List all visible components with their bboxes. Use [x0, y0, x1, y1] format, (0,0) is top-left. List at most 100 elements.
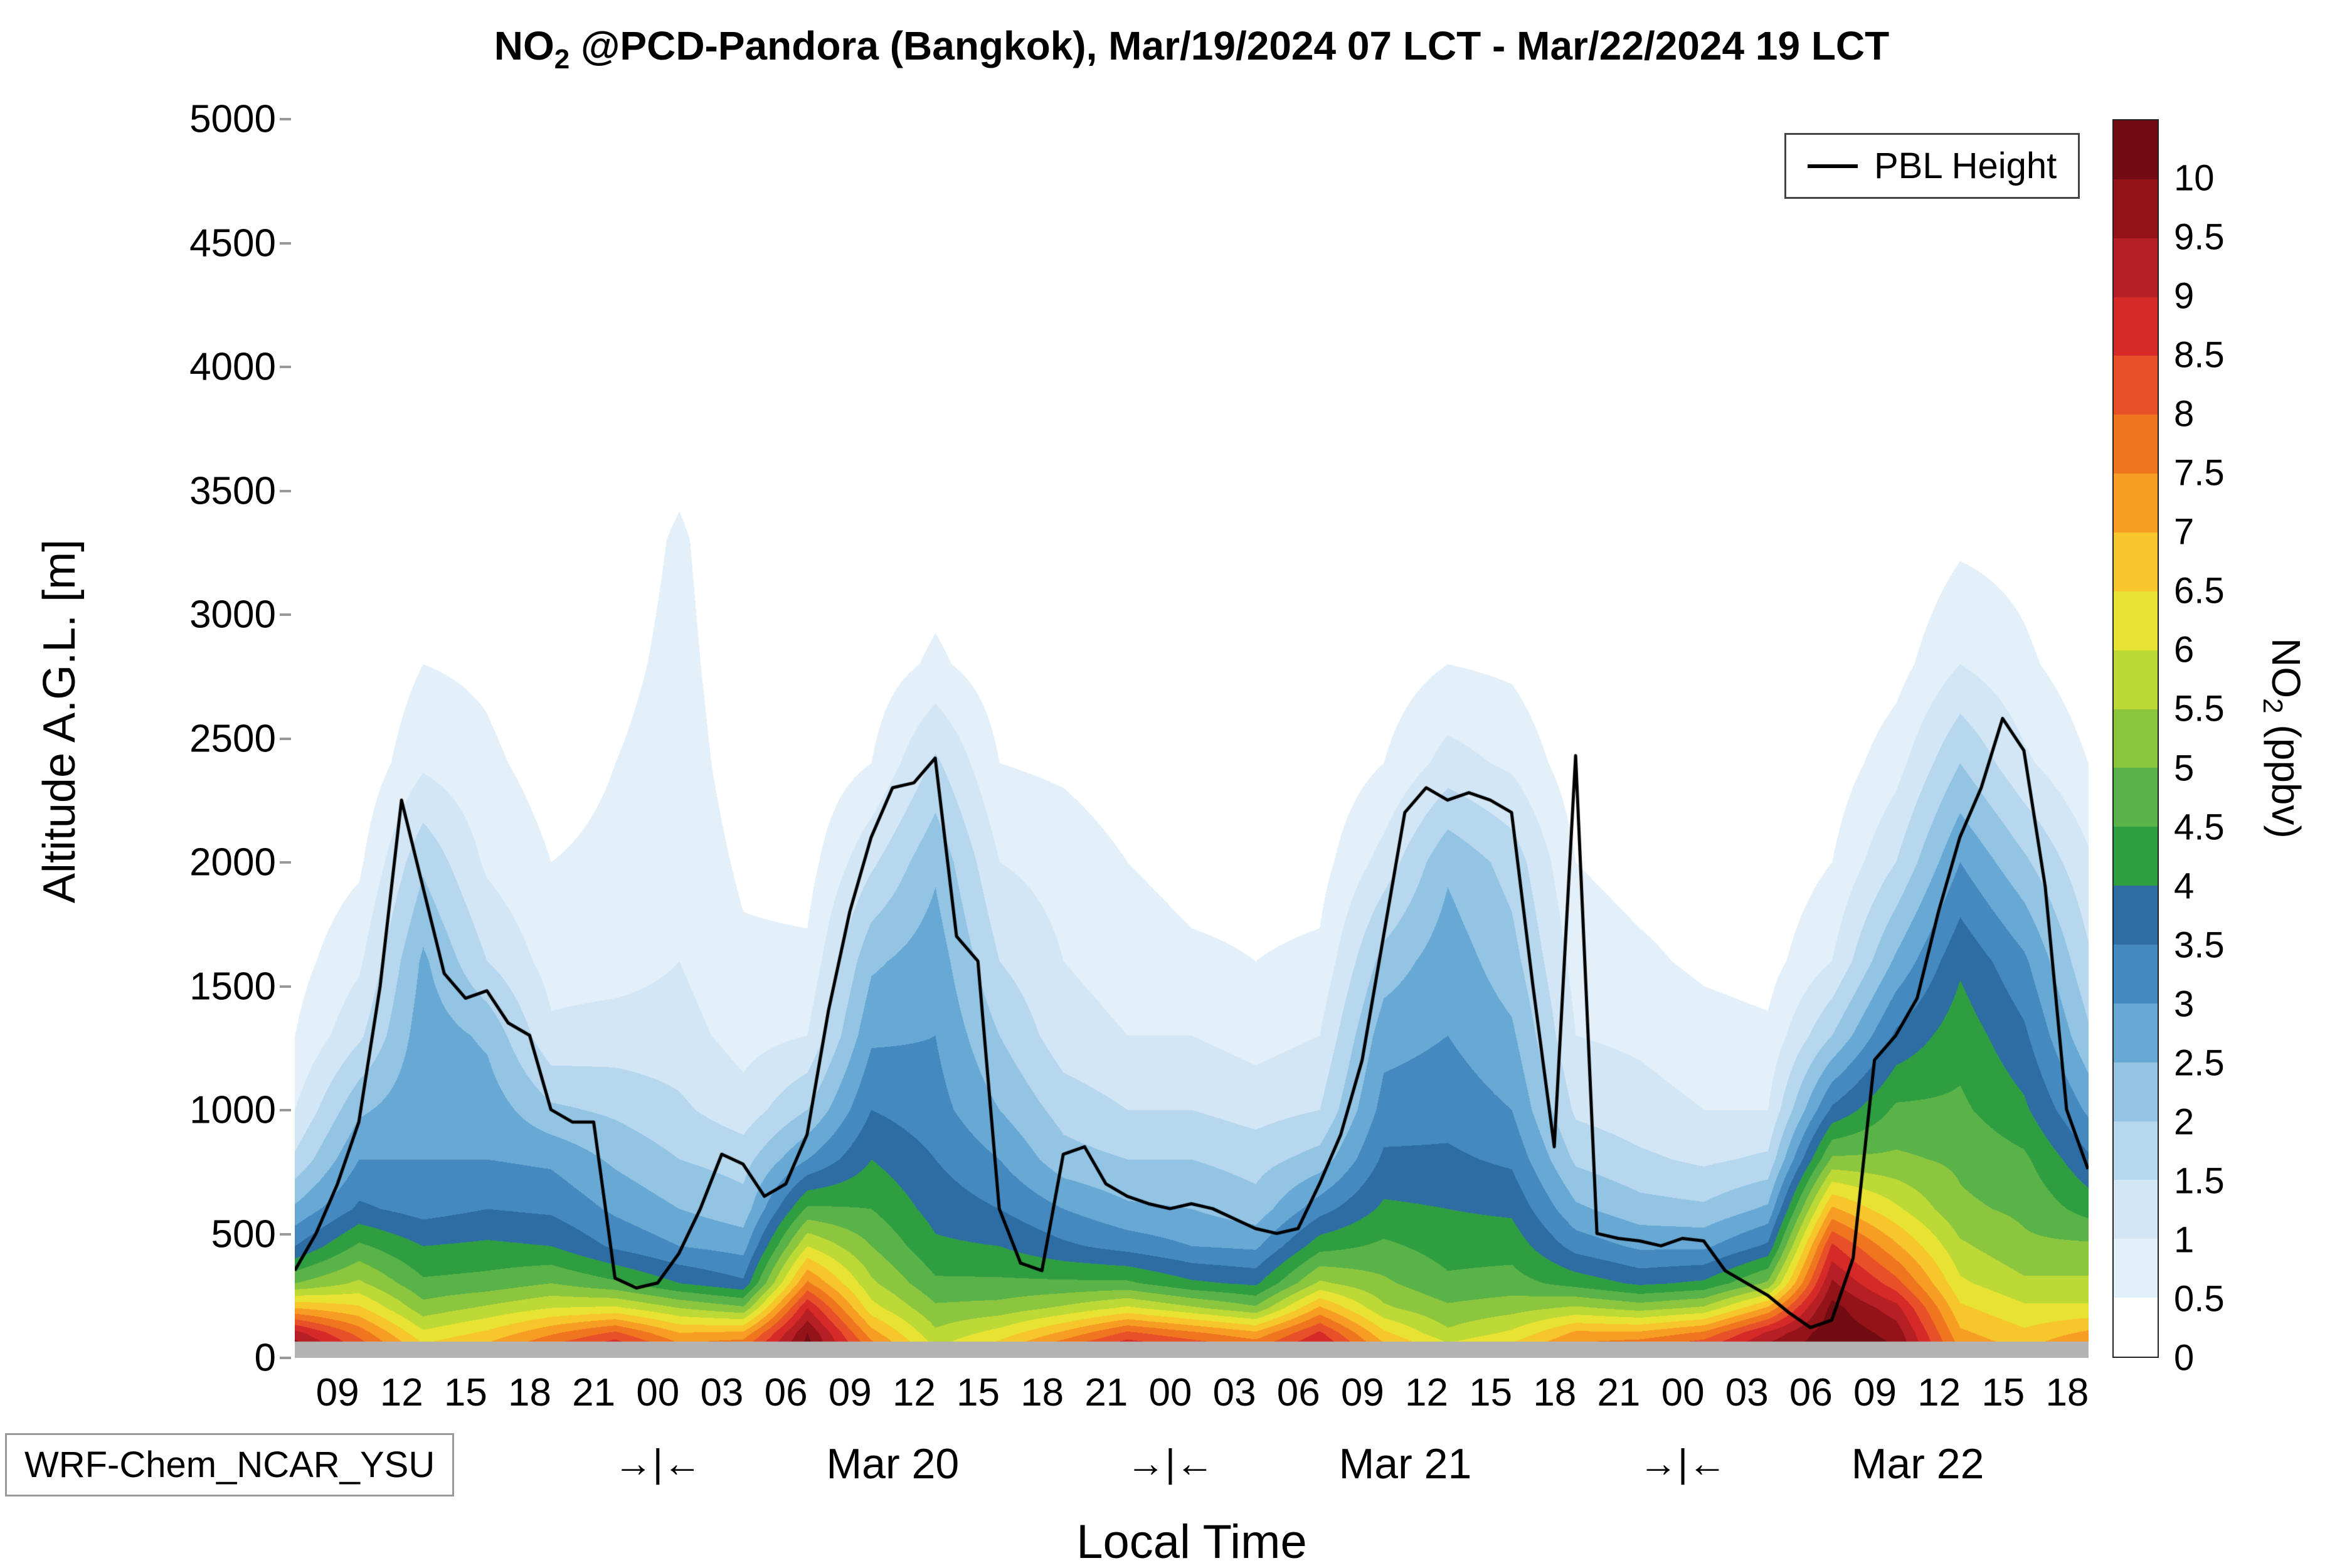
pbl-legend: PBL Height	[1784, 133, 2080, 199]
colorbar-segment	[2114, 768, 2158, 827]
y-tick-label: 3500	[189, 469, 276, 512]
colorbar-segment	[2114, 1239, 2158, 1298]
colorbar-segment	[2114, 827, 2158, 886]
chart-title: NO2 @PCD-Pandora (Bangkok), Mar/19/2024 …	[295, 23, 2089, 75]
colorbar-segment	[2114, 1180, 2158, 1239]
no2-contour-canvas	[295, 119, 2089, 1358]
y-tick-mark	[280, 861, 291, 864]
colorbar-tick-label: 9	[2174, 275, 2195, 317]
x-tick-label: 21	[572, 1371, 616, 1414]
colorbar-segment	[2114, 709, 2158, 768]
colorbar-segment	[2114, 474, 2158, 533]
y-tick-mark	[280, 1357, 291, 1359]
colorbar-tick-label: 2	[2174, 1101, 2195, 1143]
colorbar-label-subscript: 2	[2257, 698, 2289, 714]
x-tick-label: 12	[379, 1371, 423, 1414]
x-tick-label: 09	[1853, 1371, 1897, 1414]
x-tick-label: 15	[1469, 1371, 1513, 1414]
title-rest: @PCD-Pandora (Bangkok), Mar/19/2024 07 L…	[569, 23, 1890, 68]
colorbar-tick-label: 8.5	[2174, 334, 2225, 376]
x-tick-label: 00	[636, 1371, 680, 1414]
model-label-box: WRF-Chem_NCAR_YSU	[5, 1433, 455, 1496]
day-label: Mar 20	[826, 1440, 960, 1488]
x-tick-label: 15	[1981, 1371, 2025, 1414]
x-tick-label: 15	[956, 1371, 1000, 1414]
colorbar-tick-label: 1	[2174, 1219, 2195, 1261]
colorbar-segment	[2114, 1062, 2158, 1121]
colorbar-segment	[2114, 945, 2158, 1004]
y-tick-mark	[280, 366, 291, 368]
colorbar-label-prefix: NO	[2263, 638, 2309, 699]
y-tick-label: 500	[211, 1212, 276, 1256]
y-tick-mark	[280, 241, 291, 245]
x-axis-label: Local Time	[1076, 1515, 1307, 1568]
colorbar-segment	[2114, 1003, 2158, 1062]
colorbar-tick-label: 1.5	[2174, 1160, 2225, 1202]
x-tick-label: 09	[315, 1371, 359, 1414]
x-tick-label: 18	[508, 1371, 551, 1414]
colorbar-tick-label: 8	[2174, 393, 2195, 435]
y-tick-label: 1500	[189, 965, 276, 1008]
y-tick-label: 3000	[189, 593, 276, 637]
y-tick-mark	[280, 489, 291, 492]
colorbar-segment	[2114, 886, 2158, 945]
y-tick-label: 0	[254, 1336, 276, 1380]
colorbar-tick-label: 0	[2174, 1337, 2195, 1379]
day-boundary-marker: →|←	[1126, 1442, 1214, 1485]
x-tick-label: 21	[1597, 1371, 1641, 1414]
colorbar-label-rest: (ppbv)	[2263, 713, 2309, 839]
pbl-line-sample	[1808, 164, 1858, 168]
day-label: Mar 22	[1851, 1440, 1984, 1488]
colorbar-segment	[2114, 1298, 2158, 1357]
colorbar-axis-label: NO2 (ppbv)	[2257, 638, 2309, 839]
x-tick-label: 12	[892, 1371, 936, 1414]
x-tick-label: 12	[1405, 1371, 1448, 1414]
x-tick-label: 12	[1917, 1371, 1961, 1414]
pbl-legend-label: PBL Height	[1874, 146, 2057, 186]
colorbar-segment	[2114, 356, 2158, 415]
colorbar-segment	[2114, 1121, 2158, 1180]
colorbar-segment	[2114, 532, 2158, 591]
colorbar-segment	[2114, 591, 2158, 650]
title-prefix: NO	[494, 23, 554, 68]
y-tick-label: 5000	[189, 97, 276, 141]
x-tick-label: 06	[1789, 1371, 1833, 1414]
x-tick-label: 18	[2045, 1371, 2089, 1414]
colorbar-tick-label: 4.5	[2174, 807, 2225, 848]
y-tick-mark	[280, 613, 291, 616]
title-subscript: 2	[554, 43, 570, 75]
day-label: Mar 21	[1338, 1440, 1472, 1488]
x-tick-label: 03	[1212, 1371, 1256, 1414]
y-tick-label: 2000	[189, 840, 276, 884]
y-tick-mark	[280, 1232, 291, 1236]
x-tick-label: 09	[1340, 1371, 1384, 1414]
x-tick-label: 03	[700, 1371, 744, 1414]
y-tick-mark	[280, 985, 291, 988]
colorbar-tick-label: 3	[2174, 983, 2195, 1025]
day-boundary-marker: →|←	[613, 1442, 702, 1485]
y-tick-mark	[280, 1109, 291, 1111]
colorbar-segment	[2114, 297, 2158, 356]
x-tick-label: 00	[1661, 1371, 1705, 1414]
colorbar-tick-label: 7	[2174, 511, 2195, 553]
colorbar-tick-label: 2.5	[2174, 1042, 2225, 1084]
y-tick-label: 4000	[189, 345, 276, 389]
x-tick-label: 00	[1148, 1371, 1192, 1414]
colorbar-tick-label: 7.5	[2174, 452, 2225, 494]
colorbar-tick-label: 3.5	[2174, 924, 2225, 966]
colorbar-tick-label: 0.5	[2174, 1278, 2225, 1320]
colorbar-tick-label: 6.5	[2174, 570, 2225, 612]
x-tick-label: 18	[1533, 1371, 1577, 1414]
colorbar-segment	[2114, 650, 2158, 709]
colorbar-segment	[2114, 179, 2158, 238]
colorbar-segment	[2114, 120, 2158, 179]
colorbar	[2112, 119, 2159, 1358]
x-tick-label: 09	[828, 1371, 872, 1414]
y-tick-mark	[280, 737, 291, 740]
x-tick-label: 06	[764, 1371, 808, 1414]
y-tick-label: 1000	[189, 1088, 276, 1132]
y-tick-mark	[280, 118, 291, 120]
x-tick-label: 15	[443, 1371, 487, 1414]
day-boundary-marker: →|←	[1639, 1442, 1727, 1485]
